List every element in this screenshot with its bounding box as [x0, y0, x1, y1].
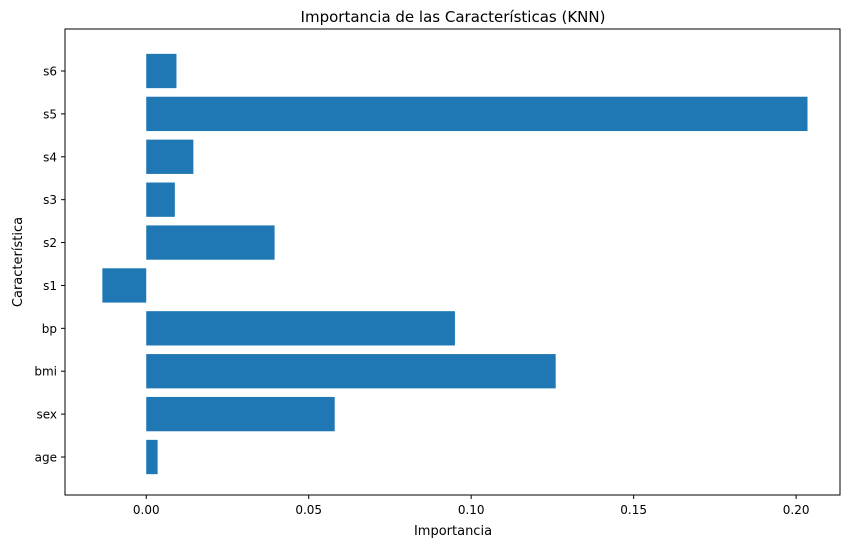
x-tick-label: 0.10: [458, 503, 485, 517]
y-tick-label-bp: bp: [42, 322, 57, 336]
bar-s3: [146, 182, 175, 217]
chart-title: Importancia de las Características (KNN): [301, 8, 606, 26]
bar-bmi: [146, 354, 556, 389]
y-axis-label: Característica: [11, 217, 26, 307]
x-tick-label: 0.15: [620, 503, 647, 517]
x-tick-label: 0.05: [295, 503, 322, 517]
y-tick-label-s3: s3: [43, 193, 57, 207]
x-tick-label: 0.20: [783, 503, 810, 517]
bar-bp: [146, 311, 455, 346]
bar-s1: [102, 268, 147, 303]
bar-age: [146, 439, 158, 475]
bar-s2: [146, 225, 275, 260]
y-tick-label-age: age: [35, 451, 57, 465]
y-axis: age sex bmi bp s1 s2 s3 s4 s5 s6: [34, 65, 65, 465]
y-tick-label-s5: s5: [43, 107, 57, 121]
y-tick-label-s2: s2: [43, 236, 57, 250]
y-tick-label-sex: sex: [36, 408, 57, 422]
bars-group: [102, 53, 808, 475]
bar-s5: [146, 96, 808, 132]
x-axis-label: Importancia: [414, 524, 492, 539]
x-axis: 0.00 0.05 0.10 0.15 0.20: [133, 495, 810, 517]
bar-s4: [146, 139, 194, 174]
y-tick-label-s4: s4: [43, 150, 57, 164]
bar-sex: [146, 396, 335, 432]
y-tick-label-s1: s1: [43, 279, 57, 293]
y-tick-label-bmi: bmi: [34, 365, 57, 379]
y-tick-label-s6: s6: [43, 65, 57, 79]
plot-area-frame: [64, 28, 841, 496]
bar-s6: [146, 53, 177, 89]
x-tick-label: 0.00: [133, 503, 160, 517]
